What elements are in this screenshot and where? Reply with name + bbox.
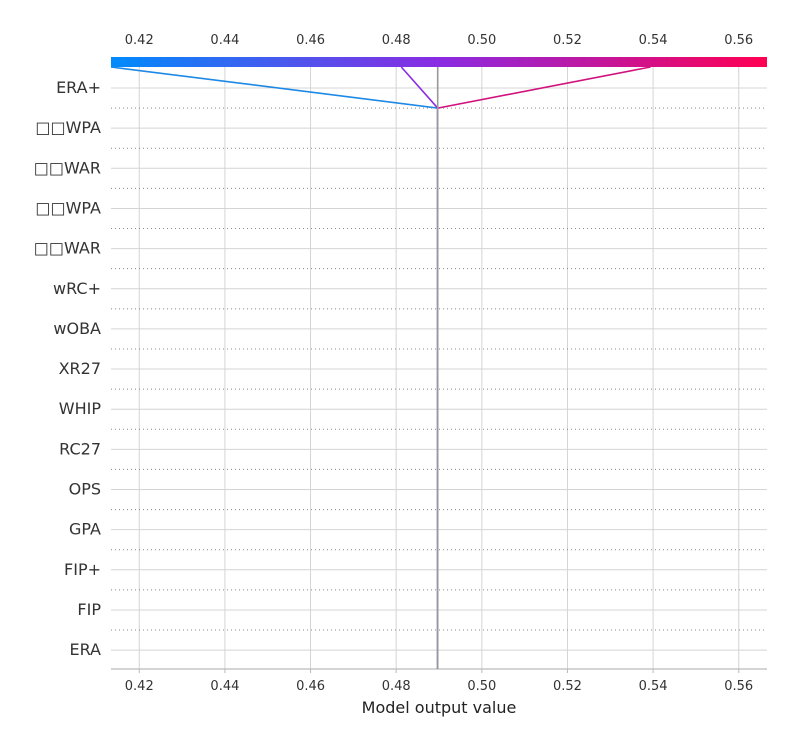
top-tick-label: 0.56 bbox=[724, 33, 753, 48]
bottom-tick-label: 0.56 bbox=[724, 679, 753, 694]
feature-label: XR27 bbox=[59, 359, 101, 378]
bottom-tick-label: 0.42 bbox=[125, 679, 154, 694]
feature-label: RC27 bbox=[59, 439, 101, 458]
axes: 0.42 0.42 0.44 0.44 0.46 0.46 0.48 0.48 0.50 0.50… bbox=[111, 33, 767, 694]
x-axis-title: Model output value bbox=[362, 698, 517, 717]
feature-label: wOBA bbox=[53, 319, 101, 338]
series-lines bbox=[110, 66, 651, 669]
feature-label: OPS bbox=[69, 480, 101, 499]
feature-label: ERA bbox=[69, 640, 101, 659]
top-tick-label: 0.48 bbox=[382, 33, 411, 48]
top-tick-label: 0.50 bbox=[467, 33, 496, 48]
series-line bbox=[110, 66, 439, 669]
feature-label: □□WPA bbox=[35, 118, 101, 137]
labels: ERA+ □□WPA □□WAR □□WPA □□WAR wRC+ wOBA XR27 WHIP… bbox=[34, 78, 102, 659]
colorbar bbox=[111, 57, 767, 67]
series-line bbox=[436, 66, 651, 669]
top-tick-label: 0.54 bbox=[639, 33, 668, 48]
feature-label: ERA+ bbox=[56, 78, 101, 97]
feature-label: WHIP bbox=[59, 399, 102, 418]
bottom-tick-label: 0.44 bbox=[210, 679, 239, 694]
top-tick-label: 0.44 bbox=[210, 33, 239, 48]
feature-label: FIP bbox=[77, 600, 101, 619]
top-tick-label: 0.52 bbox=[553, 33, 582, 48]
bottom-tick-label: 0.54 bbox=[639, 679, 668, 694]
feature-label: FIP+ bbox=[64, 560, 101, 579]
feature-label: GPA bbox=[69, 520, 101, 539]
top-tick-label: 0.46 bbox=[296, 33, 325, 48]
colorbar-gradient bbox=[111, 57, 767, 67]
bottom-tick-label: 0.46 bbox=[296, 679, 325, 694]
feature-label: □□WPA bbox=[35, 198, 101, 217]
grid bbox=[111, 67, 767, 669]
series-line bbox=[400, 66, 439, 669]
bottom-tick-label: 0.52 bbox=[553, 679, 582, 694]
feature-label: □□WAR bbox=[34, 239, 101, 258]
feature-label: wRC+ bbox=[53, 279, 101, 298]
feature-label: □□WAR bbox=[34, 158, 101, 177]
top-tick-label: 0.42 bbox=[125, 33, 154, 48]
bottom-tick-label: 0.50 bbox=[467, 679, 496, 694]
bottom-tick-label: 0.48 bbox=[382, 679, 411, 694]
